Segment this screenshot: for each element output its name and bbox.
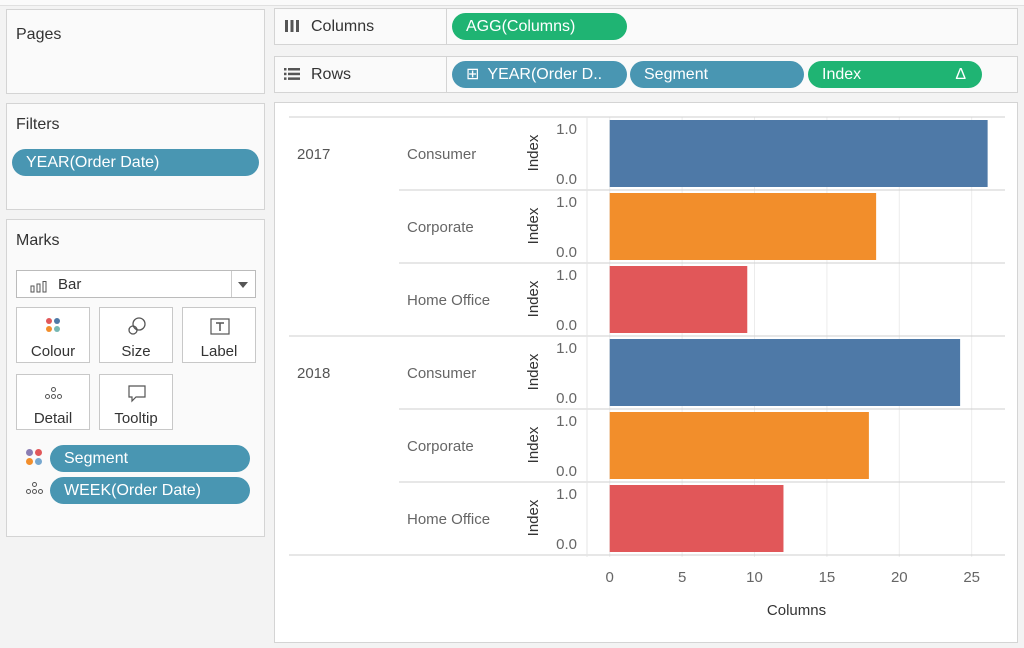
detail-label: Detail bbox=[33, 410, 73, 427]
mark-type-label: Bar bbox=[58, 276, 82, 293]
expand-plus-icon[interactable]: ⊞ bbox=[466, 66, 480, 83]
segment-header: Consumer bbox=[407, 146, 476, 163]
segment-header: Home Office bbox=[407, 292, 490, 309]
rows-pill-index-label: Index bbox=[822, 66, 862, 83]
row-axis-tick: 1.0 bbox=[556, 340, 577, 357]
row-axis-tick: 0.0 bbox=[556, 171, 577, 188]
columns-label: Columns bbox=[311, 18, 375, 35]
segment-header: Home Office bbox=[407, 511, 490, 528]
pages-title: Pages bbox=[16, 26, 62, 43]
x-tick-label: 10 bbox=[746, 569, 763, 586]
bar-chart[interactable]: 2017 Consumer Index 1.0 0.0 Corporate Index 1.0… bbox=[275, 103, 1019, 644]
tooltip-label: Tooltip bbox=[114, 410, 158, 427]
top-strip bbox=[0, 0, 1024, 6]
tooltip-bubble-icon bbox=[100, 383, 172, 405]
bar-chart-icon bbox=[30, 280, 48, 293]
x-tick-label: 5 bbox=[678, 569, 686, 586]
filters-card[interactable]: Filters YEAR(Order Date) bbox=[6, 103, 265, 210]
marks-pill-segment[interactable]: Segment bbox=[50, 445, 250, 472]
view-canvas[interactable]: 2017 Consumer Index 1.0 0.0 Corporate Index 1.0… bbox=[274, 102, 1018, 643]
x-tick-label: 0 bbox=[606, 569, 614, 586]
colour-label: Colour bbox=[30, 343, 76, 360]
row-axis-tick: 0.0 bbox=[556, 244, 577, 261]
year-header: 2018 bbox=[297, 365, 330, 382]
colour-button[interactable]: Colour bbox=[16, 307, 90, 363]
bar-2018-home-office[interactable] bbox=[609, 485, 784, 552]
marks-card[interactable]: Marks Bar Colour Size Label bbox=[6, 219, 265, 537]
marks-title: Marks bbox=[16, 232, 60, 249]
bar-2018-corporate[interactable] bbox=[609, 412, 869, 479]
row-axis-tick: 0.0 bbox=[556, 536, 577, 553]
columns-shelf[interactable]: Columns AGG(Columns) bbox=[274, 8, 1018, 45]
filters-title: Filters bbox=[16, 116, 60, 133]
row-axis-label: Index bbox=[525, 353, 542, 390]
size-circles-icon bbox=[100, 316, 172, 338]
columns-pill-agg-columns[interactable]: AGG(Columns) bbox=[452, 13, 627, 40]
pages-card[interactable]: Pages bbox=[6, 9, 265, 94]
detail-dots-icon bbox=[25, 482, 45, 496]
colour-dots-icon bbox=[26, 449, 44, 467]
colour-dots-icon bbox=[17, 316, 89, 338]
row-axis-tick: 1.0 bbox=[556, 194, 577, 211]
rows-pill-index[interactable]: Index Δ bbox=[808, 61, 982, 88]
bar-2017-consumer[interactable] bbox=[609, 120, 988, 187]
bar-2017-corporate[interactable] bbox=[609, 193, 877, 260]
year-header: 2017 bbox=[297, 146, 330, 163]
rows-icon bbox=[284, 57, 300, 94]
rows-label: Rows bbox=[311, 66, 352, 83]
segment-header: Corporate bbox=[407, 219, 474, 236]
columns-shelf-label: Columns bbox=[275, 9, 447, 44]
row-axis-label: Index bbox=[525, 499, 542, 536]
dropdown-divider bbox=[231, 271, 232, 297]
bar-2017-home-office[interactable] bbox=[609, 266, 748, 333]
x-tick-label: 20 bbox=[891, 569, 908, 586]
filter-pill-year-order-date[interactable]: YEAR(Order Date) bbox=[12, 149, 259, 176]
row-axis-tick: 1.0 bbox=[556, 413, 577, 430]
row-axis-label: Index bbox=[525, 134, 542, 171]
row-axis-label: Index bbox=[525, 280, 542, 317]
row-axis-tick: 1.0 bbox=[556, 121, 577, 138]
tooltip-button[interactable]: Tooltip bbox=[99, 374, 173, 430]
row-axis-tick: 1.0 bbox=[556, 267, 577, 284]
rows-pill-segment[interactable]: Segment bbox=[630, 61, 804, 88]
rows-shelf-label: Rows bbox=[275, 57, 447, 92]
marks-pill-week-order-date[interactable]: WEEK(Order Date) bbox=[50, 477, 250, 504]
rows-pill-year-label: YEAR(Order D.. bbox=[487, 66, 603, 83]
label-label: Label bbox=[200, 343, 238, 360]
x-tick-label: 15 bbox=[819, 569, 836, 586]
bar-2018-consumer[interactable] bbox=[609, 339, 961, 406]
rows-shelf[interactable]: Rows ⊞ YEAR(Order D.. Segment Index Δ bbox=[274, 56, 1018, 93]
x-axis-title: Columns bbox=[767, 602, 826, 619]
segment-header: Consumer bbox=[407, 365, 476, 382]
size-button[interactable]: Size bbox=[99, 307, 173, 363]
row-axis-tick: 0.0 bbox=[556, 317, 577, 334]
mark-type-dropdown[interactable]: Bar bbox=[16, 270, 256, 298]
rows-pill-year-order-date[interactable]: ⊞ YEAR(Order D.. bbox=[452, 61, 627, 88]
size-label: Size bbox=[121, 343, 151, 360]
row-axis-label: Index bbox=[525, 207, 542, 244]
row-axis-tick: 1.0 bbox=[556, 486, 577, 503]
row-axis-tick: 0.0 bbox=[556, 463, 577, 480]
row-axis-tick: 0.0 bbox=[556, 390, 577, 407]
text-label-icon bbox=[183, 316, 255, 338]
chevron-down-icon[interactable] bbox=[238, 282, 248, 288]
row-axis-label: Index bbox=[525, 426, 542, 463]
columns-icon bbox=[284, 9, 300, 46]
x-tick-label: 25 bbox=[963, 569, 980, 586]
detail-dots-icon bbox=[17, 383, 89, 405]
label-button[interactable]: Label bbox=[182, 307, 256, 363]
segment-header: Corporate bbox=[407, 438, 474, 455]
table-calc-delta-icon: Δ bbox=[955, 66, 966, 83]
detail-button[interactable]: Detail bbox=[16, 374, 90, 430]
